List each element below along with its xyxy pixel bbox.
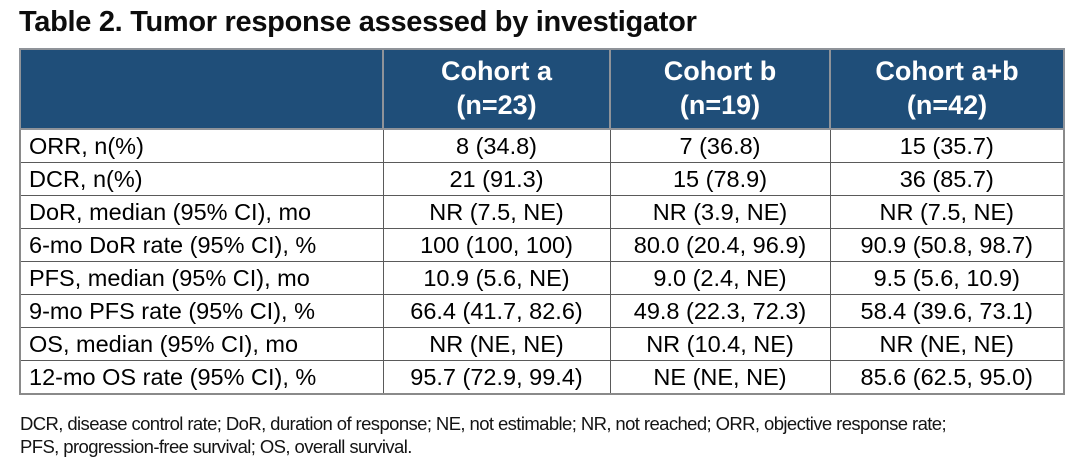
cell-cohort-b: NE (NE, NE): [609, 360, 831, 395]
row-label: DoR, median (95% CI), mo: [19, 195, 384, 229]
cell-cohort-b: 49.8 (22.3, 72.3): [609, 294, 831, 328]
tumor-response-table: Cohort a (n=23) Cohort b (n=19) Cohort a…: [19, 48, 1065, 395]
cell-cohort-a: 66.4 (41.7, 82.6): [382, 294, 611, 328]
cell-cohort-b: 7 (36.8): [609, 128, 831, 163]
row-label: PFS, median (95% CI), mo: [19, 261, 384, 295]
cell-cohort-ab: 85.6 (62.5, 95.0): [829, 360, 1065, 395]
row-label: ORR, n(%): [19, 128, 384, 163]
cell-cohort-b: 80.0 (20.4, 96.9): [609, 228, 831, 262]
table-row-orr: ORR, n(%) 8 (34.8) 7 (36.8) 15 (35.7): [19, 128, 1065, 163]
cohort-a-n: (n=23): [456, 90, 537, 120]
header-cohort-b: Cohort b (n=19): [609, 48, 831, 130]
footnote-line-2: PFS, progression-free survival; OS, over…: [20, 436, 412, 457]
cell-cohort-a: 8 (34.8): [382, 128, 611, 163]
header-cohort-ab: Cohort a+b (n=42): [829, 48, 1065, 130]
header-cohort-a: Cohort a (n=23): [382, 48, 611, 130]
cell-cohort-a: NR (NE, NE): [382, 327, 611, 361]
cell-cohort-a: NR (7.5, NE): [382, 195, 611, 229]
cell-cohort-ab: 58.4 (39.6, 73.1): [829, 294, 1065, 328]
cell-cohort-ab: 36 (85.7): [829, 162, 1065, 196]
cohort-a-name: Cohort a: [441, 56, 552, 86]
table-title: Table 2. Tumor response assessed by inve…: [19, 6, 697, 38]
table-row-dcr: DCR, n(%) 21 (91.3) 15 (78.9) 36 (85.7): [19, 162, 1065, 196]
cell-cohort-ab: NR (NE, NE): [829, 327, 1065, 361]
cell-cohort-b: NR (10.4, NE): [609, 327, 831, 361]
footnote-line-1: DCR, disease control rate; DoR, duration…: [20, 413, 947, 434]
row-label: 12-mo OS rate (95% CI), %: [19, 360, 384, 395]
row-label: DCR, n(%): [19, 162, 384, 196]
header-row: Cohort a (n=23) Cohort b (n=19) Cohort a…: [19, 48, 1065, 130]
row-label: 9-mo PFS rate (95% CI), %: [19, 294, 384, 328]
footnote: DCR, disease control rate; DoR, duration…: [20, 412, 1060, 458]
cell-cohort-b: NR (3.9, NE): [609, 195, 831, 229]
cell-cohort-a: 10.9 (5.6, NE): [382, 261, 611, 295]
table-row-os-median: OS, median (95% CI), mo NR (NE, NE) NR (…: [19, 327, 1065, 361]
table-row-dor-median: DoR, median (95% CI), mo NR (7.5, NE) NR…: [19, 195, 1065, 229]
table-row-pfs-rate: 9-mo PFS rate (95% CI), % 66.4 (41.7, 82…: [19, 294, 1065, 328]
cell-cohort-a: 100 (100, 100): [382, 228, 611, 262]
row-label: OS, median (95% CI), mo: [19, 327, 384, 361]
cohort-b-n: (n=19): [679, 90, 761, 120]
table-row-pfs-median: PFS, median (95% CI), mo 10.9 (5.6, NE) …: [19, 261, 1065, 295]
table-row-os-rate: 12-mo OS rate (95% CI), % 95.7 (72.9, 99…: [19, 360, 1065, 395]
cohort-ab-n: (n=42): [906, 90, 988, 120]
cell-cohort-ab: 90.9 (50.8, 98.7): [829, 228, 1065, 262]
cell-cohort-ab: 15 (35.7): [829, 128, 1065, 163]
cell-cohort-b: 9.0 (2.4, NE): [609, 261, 831, 295]
header-stub-cell: [19, 48, 384, 130]
cell-cohort-ab: NR (7.5, NE): [829, 195, 1065, 229]
table-row-dor-rate: 6-mo DoR rate (95% CI), % 100 (100, 100)…: [19, 228, 1065, 262]
cell-cohort-ab: 9.5 (5.6, 10.9): [829, 261, 1065, 295]
row-label: 6-mo DoR rate (95% CI), %: [19, 228, 384, 262]
cell-cohort-b: 15 (78.9): [609, 162, 831, 196]
cell-cohort-a: 95.7 (72.9, 99.4): [382, 360, 611, 395]
cohort-b-name: Cohort b: [663, 56, 777, 86]
cell-cohort-a: 21 (91.3): [382, 162, 611, 196]
cohort-ab-name: Cohort a+b: [875, 56, 1019, 86]
